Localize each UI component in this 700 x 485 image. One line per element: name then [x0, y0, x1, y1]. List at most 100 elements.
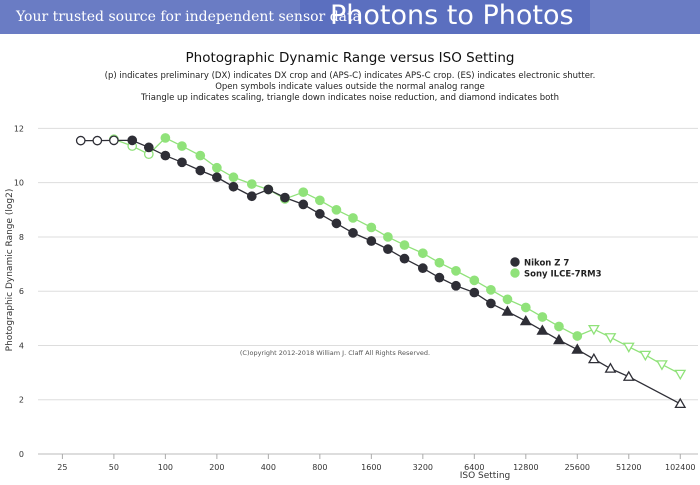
data-point	[228, 181, 239, 192]
data-point	[177, 141, 187, 151]
data-point	[212, 162, 222, 173]
data-point	[331, 204, 342, 215]
x-tick-label: 200	[209, 463, 224, 472]
y-tick-label: 8	[19, 233, 24, 242]
x-axis-label: ISO Setting	[460, 471, 511, 481]
x-tick-label: 12800	[513, 463, 538, 472]
data-point	[212, 172, 222, 183]
x-tick-label: 50	[109, 463, 119, 472]
axes: 0 2 4 6 8 10 12 25 50 100 200 400 800 1600 3200 6400 128…	[14, 124, 696, 472]
y-axis-label: Photographic Dynamic Range (log2)	[5, 189, 15, 352]
data-point	[604, 333, 617, 344]
data-point	[263, 184, 274, 195]
data-point	[383, 232, 393, 242]
data-point	[572, 331, 583, 341]
site-brand[interactable]: Photons to Photos	[330, 0, 574, 31]
x-tick-label: 25600	[565, 463, 590, 472]
series-layer	[75, 133, 687, 409]
data-point	[383, 244, 393, 255]
chart-subtitle-3: Triangle up indicates scaling, triangle …	[140, 93, 560, 103]
x-tick-label: 6400	[464, 463, 484, 472]
data-point	[366, 236, 377, 246]
data-point	[434, 272, 445, 283]
y-tick-label: 12	[14, 124, 24, 133]
data-point	[674, 369, 687, 381]
x-tick-label: 1600	[361, 463, 381, 472]
data-point	[639, 350, 652, 362]
site-tagline: Your trusted source for independent sens…	[16, 9, 361, 25]
brand-backdrop	[300, 0, 590, 34]
data-point	[502, 294, 513, 305]
data-point	[469, 287, 480, 298]
chart-subtitle-2: Open symbols indicate values outside the…	[215, 82, 485, 92]
data-point	[160, 133, 171, 143]
legend-marker	[510, 268, 520, 278]
series-line	[113, 137, 681, 375]
data-point	[469, 275, 480, 286]
data-point	[587, 352, 600, 364]
data-point	[280, 192, 290, 203]
data-point	[519, 314, 532, 326]
data-point	[366, 222, 377, 233]
data-point	[195, 150, 206, 161]
data-point	[451, 266, 461, 276]
data-point	[554, 321, 564, 332]
copyright-note: (C)opyright 2012-2018 William J. Claff A…	[240, 349, 430, 357]
data-point	[553, 333, 565, 345]
chart-title: Photographic Dynamic Range versus ISO Se…	[185, 50, 515, 66]
data-point	[622, 370, 635, 381]
data-point	[314, 195, 325, 206]
chart-subtitle-1: (p) indicates preliminary (DX) indicates…	[104, 71, 596, 81]
data-point	[571, 343, 584, 354]
data-point	[434, 257, 445, 268]
data-point	[520, 302, 531, 313]
data-point	[537, 312, 548, 322]
data-point	[314, 209, 325, 219]
data-point	[604, 362, 617, 373]
y-tick-label: 4	[19, 341, 24, 350]
x-tick-label: 3200	[413, 463, 433, 472]
grid-lines	[38, 127, 698, 455]
data-point	[246, 179, 257, 189]
data-point	[92, 135, 103, 146]
data-point	[109, 135, 119, 146]
data-point	[536, 324, 549, 335]
data-point	[143, 142, 154, 153]
data-point	[399, 253, 410, 264]
y-tick-label: 2	[19, 396, 24, 405]
x-tick-label: 400	[261, 463, 276, 472]
legend-label: Nikon Z 7	[524, 259, 569, 269]
data-point	[451, 280, 461, 291]
legend-label: Sony ILCE-7RM3	[524, 270, 602, 280]
data-point	[228, 172, 239, 183]
data-point	[160, 150, 171, 161]
data-point	[501, 305, 514, 316]
data-point	[622, 342, 635, 353]
x-tick-label: 51200	[616, 463, 641, 472]
x-tick-label: 100	[158, 463, 173, 472]
data-point	[486, 298, 496, 309]
data-point	[656, 360, 668, 371]
data-point	[331, 218, 342, 229]
x-tick-label: 800	[312, 463, 327, 472]
x-tick-label: 102400	[665, 463, 696, 472]
data-point	[348, 213, 358, 223]
data-point	[127, 135, 138, 146]
data-point	[587, 324, 600, 336]
data-point	[177, 157, 187, 168]
data-point	[246, 191, 257, 202]
data-point	[348, 228, 358, 238]
data-point	[195, 165, 206, 176]
data-point	[674, 397, 687, 409]
data-point	[417, 263, 428, 273]
x-tick-label: 25	[57, 463, 67, 472]
data-point	[486, 285, 496, 295]
data-point	[399, 240, 410, 250]
y-tick-label: 10	[14, 179, 24, 188]
data-point	[298, 187, 309, 198]
y-tick-label: 6	[19, 287, 24, 296]
data-point	[417, 248, 428, 259]
legend-marker	[510, 257, 520, 267]
